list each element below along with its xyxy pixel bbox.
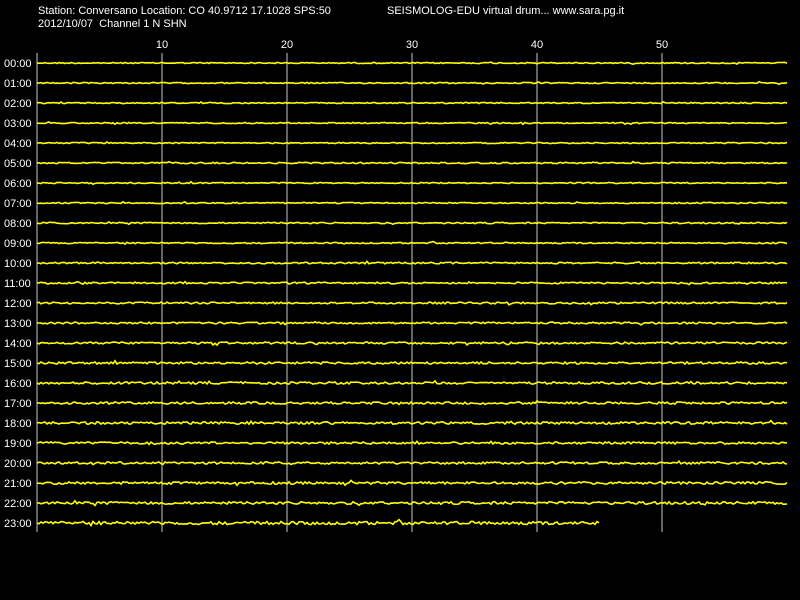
row-time-label: 05:00: [4, 158, 32, 170]
station-info: Station: Conversano Location: CO 40.9712…: [38, 5, 331, 17]
x-tick-label: 50: [656, 39, 668, 51]
row-time-label: 09:00: [4, 238, 32, 250]
trace-line: [36, 518, 600, 528]
row-time-label: 10:00: [4, 258, 32, 270]
trace-line: [36, 340, 788, 347]
trace-line: [36, 499, 788, 507]
trace-line: [36, 440, 788, 446]
row-time-label: 18:00: [4, 418, 32, 430]
trace-line: [36, 260, 788, 265]
trace-line: [36, 419, 788, 426]
trace-line: [36, 280, 788, 286]
row-time-label: 15:00: [4, 358, 32, 370]
x-tick-label: 40: [531, 39, 543, 51]
drum-title: SEISMOLOG-EDU virtual drum... www.sara.p…: [387, 5, 625, 17]
row-time-label: 17:00: [4, 398, 32, 410]
row-time-label: 08:00: [4, 218, 32, 230]
grid: [36, 53, 663, 532]
row-time-label: 02:00: [4, 98, 32, 110]
row-time-label: 06:00: [4, 178, 32, 190]
trace-line: [36, 200, 788, 205]
row-time-label: 01:00: [4, 78, 32, 90]
trace-line: [36, 459, 788, 466]
trace-line: [36, 301, 788, 306]
trace-line: [36, 399, 788, 406]
row-time-label: 07:00: [4, 198, 32, 210]
trace-line: [36, 80, 788, 86]
row-time-label: 22:00: [4, 498, 32, 510]
traces: [36, 61, 788, 528]
row-time-label: 04:00: [4, 138, 32, 150]
trace-line: [36, 160, 788, 165]
date-channel-info: 2012/10/07 Channel 1 N SHN: [38, 18, 187, 30]
trace-line: [37, 320, 788, 326]
x-tick-label: 10: [156, 39, 168, 51]
trace-line: [36, 479, 788, 487]
x-tick-label: 30: [406, 39, 418, 51]
x-tick-labels: 10 20 30 40 50: [156, 39, 668, 51]
trace-line: [36, 140, 788, 145]
trace-line: [36, 240, 788, 246]
trace-line: [36, 61, 788, 65]
row-time-label: 20:00: [4, 458, 32, 470]
row-time-label: 23:00: [4, 518, 32, 530]
trace-line: [36, 379, 788, 386]
row-time-label: 03:00: [4, 118, 32, 130]
trace-line: [36, 359, 788, 366]
row-labels: 00:00 01:00 02:00 03:00 04:00 05:00 06:00 07:00…: [4, 58, 32, 530]
trace-line: [36, 180, 788, 186]
trace-line: [36, 120, 788, 126]
row-time-label: 16:00: [4, 378, 32, 390]
row-time-label: 13:00: [4, 318, 32, 330]
trace-line: [36, 100, 788, 105]
row-time-label: 11:00: [4, 278, 31, 290]
row-time-label: 14:00: [4, 338, 32, 350]
trace-line: [36, 220, 788, 226]
row-time-label: 21:00: [4, 478, 32, 490]
row-time-label: 12:00: [4, 298, 32, 310]
row-time-label: 00:00: [4, 58, 32, 70]
x-tick-label: 20: [281, 39, 293, 51]
row-time-label: 19:00: [4, 438, 32, 450]
